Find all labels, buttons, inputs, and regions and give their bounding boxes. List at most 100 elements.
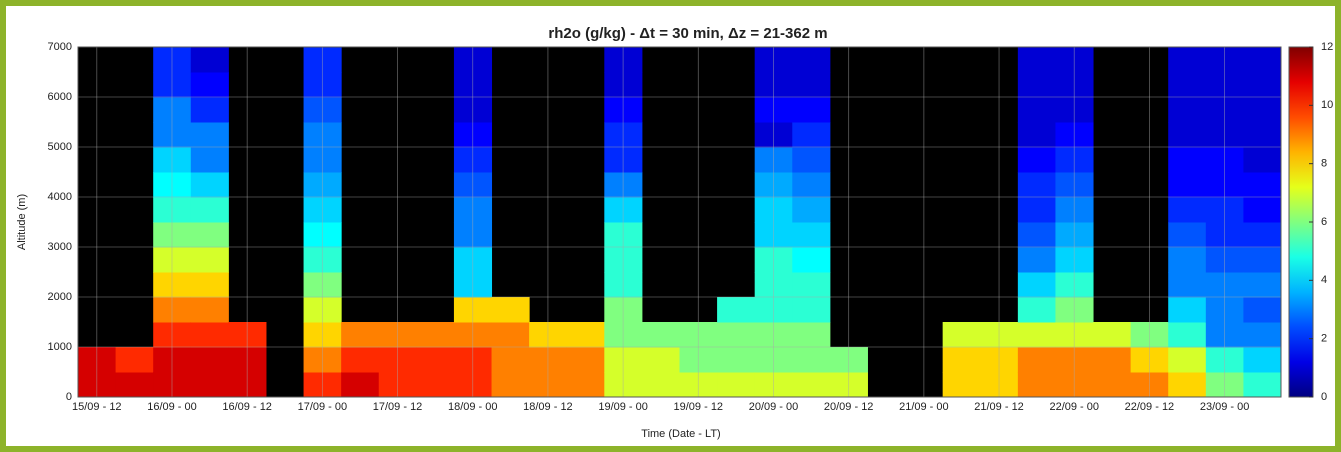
cell	[1017, 222, 1056, 248]
x-tick-label: 21/09 - 12	[974, 401, 1024, 413]
cell	[1168, 247, 1207, 273]
cell	[1168, 47, 1207, 73]
cell	[1017, 122, 1056, 148]
x-tick-label: 17/09 - 00	[298, 401, 348, 413]
colorbar-tick-label: 8	[1321, 158, 1327, 170]
cell	[792, 72, 831, 98]
x-tick-label: 19/09 - 12	[674, 401, 724, 413]
cell	[1168, 197, 1207, 223]
y-tick-label: 6000	[48, 91, 72, 103]
cell	[792, 47, 831, 73]
cell	[717, 372, 756, 398]
cell	[1168, 297, 1207, 323]
cell	[190, 222, 229, 248]
x-tick-label: 15/09 - 12	[72, 401, 122, 413]
cell	[942, 372, 981, 398]
cell	[1093, 347, 1132, 373]
cell	[190, 97, 229, 123]
cell	[1243, 172, 1282, 198]
cell	[717, 297, 756, 323]
chart: rh2o (g/kg) - Δt = 30 min, Δz = 21-362 m…	[16, 25, 1333, 440]
cell	[1243, 122, 1282, 148]
cell	[1017, 372, 1056, 398]
x-tick-label: 16/09 - 00	[147, 401, 197, 413]
cell	[190, 47, 229, 73]
cell	[641, 347, 680, 373]
cell	[1093, 322, 1132, 348]
cell	[1168, 172, 1207, 198]
colorbar-tick-label: 2	[1321, 333, 1327, 345]
cell	[1017, 172, 1056, 198]
colorbar-tick-label: 4	[1321, 274, 1327, 286]
x-tick-label: 19/09 - 00	[598, 401, 648, 413]
cell	[1243, 322, 1282, 348]
cell	[792, 122, 831, 148]
cell	[491, 297, 530, 323]
cell	[792, 147, 831, 173]
cell	[641, 322, 680, 348]
cell	[1243, 297, 1282, 323]
cell	[1017, 47, 1056, 73]
cell	[1168, 347, 1207, 373]
x-tick-label: 16/09 - 12	[222, 401, 272, 413]
cell	[566, 347, 605, 373]
cell	[792, 322, 831, 348]
y-axis-label: Altitude (m)	[16, 194, 28, 250]
cell	[1243, 147, 1282, 173]
cell	[1168, 272, 1207, 298]
y-tick-label: 3000	[48, 241, 72, 253]
cell	[641, 372, 680, 398]
cell	[491, 372, 530, 398]
cell	[792, 272, 831, 298]
cell	[1243, 222, 1282, 248]
cell	[341, 347, 380, 373]
x-axis-label: Time (Date - LT)	[641, 428, 720, 440]
x-tick-label: 17/09 - 12	[373, 401, 423, 413]
cell	[341, 372, 380, 398]
cell	[1017, 97, 1056, 123]
cell	[1168, 372, 1207, 398]
cell	[717, 322, 756, 348]
cell	[115, 347, 154, 373]
cell	[190, 372, 229, 398]
cell	[190, 197, 229, 223]
cell	[566, 322, 605, 348]
cell	[792, 347, 831, 373]
cell	[1243, 197, 1282, 223]
cell	[190, 147, 229, 173]
cell	[1017, 297, 1056, 323]
cell	[792, 222, 831, 248]
cell	[942, 322, 981, 348]
cell	[190, 122, 229, 148]
cell	[792, 97, 831, 123]
y-tick-label: 0	[66, 391, 72, 403]
cell	[491, 322, 530, 348]
cell	[1017, 247, 1056, 273]
cell	[566, 372, 605, 398]
x-tick-label: 18/09 - 12	[523, 401, 573, 413]
x-tick-label: 18/09 - 00	[448, 401, 498, 413]
cell	[341, 322, 380, 348]
cell	[416, 347, 455, 373]
cell	[1017, 72, 1056, 98]
cell	[792, 372, 831, 398]
cell	[792, 247, 831, 273]
y-tick-label: 1000	[48, 341, 72, 353]
y-tick-label: 2000	[48, 291, 72, 303]
cell	[1017, 322, 1056, 348]
colorbar-tick-label: 10	[1321, 99, 1333, 111]
cell	[190, 347, 229, 373]
x-tick-label: 20/09 - 12	[824, 401, 874, 413]
cell	[1017, 347, 1056, 373]
cell	[717, 347, 756, 373]
cell	[416, 322, 455, 348]
colorbar-tick-label: 6	[1321, 216, 1327, 228]
cell	[1243, 72, 1282, 98]
cell	[792, 297, 831, 323]
colorbar-tick-label: 12	[1321, 41, 1333, 53]
cell	[190, 297, 229, 323]
colorbar-tick-label: 0	[1321, 391, 1327, 403]
cell	[1168, 322, 1207, 348]
cell	[1168, 147, 1207, 173]
